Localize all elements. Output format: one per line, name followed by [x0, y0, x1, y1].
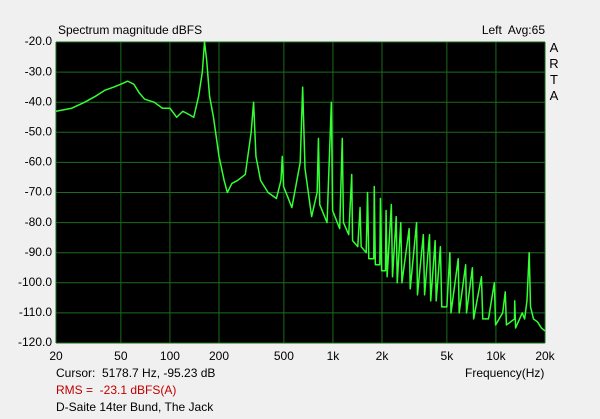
- spectrum-line: [55, 41, 546, 332]
- x-tick-label: 1k: [327, 349, 341, 363]
- y-tick-label: -20.0: [25, 34, 53, 48]
- x-tick-label: 20k: [535, 349, 555, 363]
- y-tick-label: -30.0: [25, 64, 53, 78]
- y-tick-label: -100.0: [18, 275, 52, 289]
- y-tick-label: -110.0: [19, 305, 52, 319]
- chart-title: Spectrum magnitude dBFS: [58, 23, 202, 37]
- x-tick-label: 2k: [376, 349, 390, 363]
- x-tick-label: 50: [114, 349, 128, 363]
- x-tick-label: 10k: [486, 349, 506, 363]
- x-tick-label: 5k: [441, 349, 455, 363]
- x-axis-label: Frequency(Hz): [465, 366, 544, 380]
- rms-readout: RMS = -23.1 dBFS(A): [56, 383, 176, 397]
- brand: ARTA: [549, 40, 559, 103]
- y-tick-label: -60.0: [25, 155, 53, 169]
- y-tick-label: -90.0: [25, 245, 53, 259]
- y-tick-label: -120.0: [18, 335, 52, 349]
- y-tick-label: -50.0: [25, 124, 53, 138]
- caption: D-Saite 14ter Bund, The Jack: [56, 400, 214, 414]
- cursor-readout: Cursor: 5178.7 Hz, -95.23 dB: [56, 366, 215, 380]
- x-tick-label: 100: [160, 349, 180, 363]
- y-tick-label: -80.0: [25, 215, 53, 229]
- channel-label: Left Avg:65: [482, 23, 545, 37]
- y-tick-label: -40.0: [25, 94, 53, 108]
- x-tick-label: 500: [274, 349, 294, 363]
- y-tick-label: -70.0: [25, 185, 53, 199]
- x-tick-label: 200: [209, 349, 229, 363]
- x-tick-label: 20: [49, 349, 63, 363]
